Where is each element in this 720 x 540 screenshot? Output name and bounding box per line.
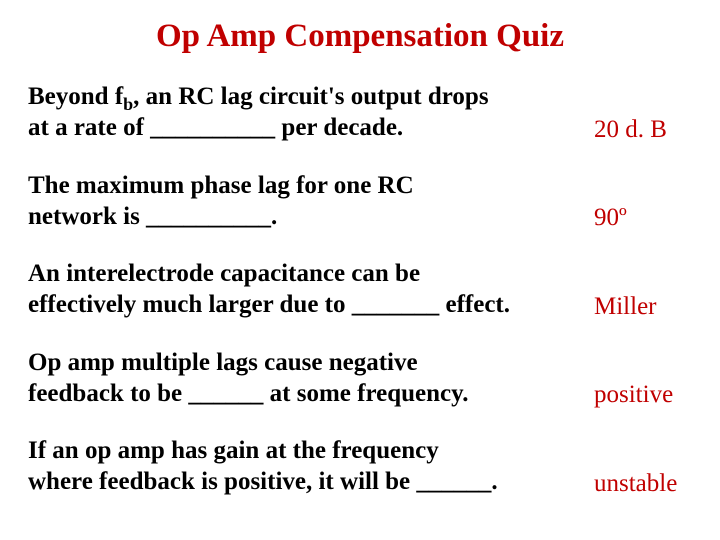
q-line: The maximum phase lag for one RC — [28, 172, 414, 199]
question-text: If an op amp has gain at the frequency w… — [28, 435, 582, 498]
q-line: network is __________. — [28, 203, 277, 230]
question-text: The maximum phase lag for one RC network… — [28, 170, 582, 233]
q-sub: b — [123, 94, 133, 114]
q-line: If an op amp has gain at the frequency — [28, 437, 439, 464]
answer-text: Miller — [582, 293, 692, 321]
answer-text: 90º — [582, 204, 692, 232]
question-text: Op amp multiple lags cause negative feed… — [28, 347, 582, 410]
q-line: feedback to be ______ at some frequency. — [28, 380, 468, 407]
answer-text: positive — [582, 381, 692, 409]
quiz-row: The maximum phase lag for one RC network… — [28, 170, 692, 233]
q-line: An interelectrode capacitance can be — [28, 260, 420, 287]
q-line: Beyond f — [28, 83, 123, 110]
q-line: at a rate of __________ per decade. — [28, 114, 403, 141]
q-line: , an RC lag circuit's output drops — [133, 83, 488, 110]
q-line: where feedback is positive, it will be _… — [28, 468, 498, 495]
answer-text: 20 d. B — [582, 116, 692, 144]
answer-text: unstable — [582, 470, 692, 498]
question-text: An interelectrode capacitance can be eff… — [28, 258, 582, 321]
quiz-row: An interelectrode capacitance can be eff… — [28, 258, 692, 321]
quiz-row: Beyond fb, an RC lag circuit's output dr… — [28, 81, 692, 144]
quiz-row: Op amp multiple lags cause negative feed… — [28, 347, 692, 410]
q-line: effectively much larger due to _______ e… — [28, 291, 510, 318]
page-title: Op Amp Compensation Quiz — [28, 18, 692, 55]
quiz-row: If an op amp has gain at the frequency w… — [28, 435, 692, 498]
question-text: Beyond fb, an RC lag circuit's output dr… — [28, 81, 582, 144]
q-line: Op amp multiple lags cause negative — [28, 349, 418, 376]
